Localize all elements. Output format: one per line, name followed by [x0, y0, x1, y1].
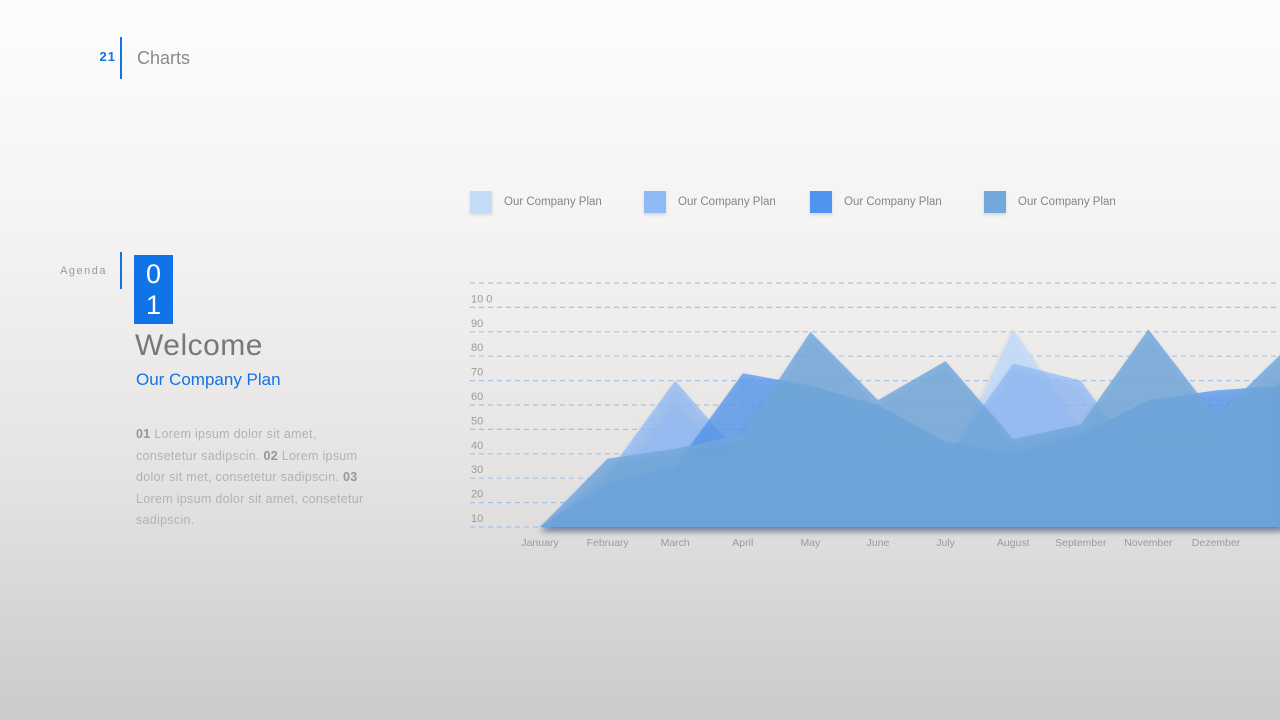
- legend-label: Our Company Plan: [678, 196, 776, 208]
- agenda-body-text: 01 Lorem ipsum dolor sit amet, consetetu…: [136, 424, 376, 532]
- x-axis-labels: January February March April May June July Augu…: [0, 537, 1280, 577]
- header-divider-line: [120, 37, 122, 79]
- body-text-segment: Lorem ipsum dolor sit met, consetetur sa…: [136, 448, 358, 485]
- agenda-label: Agenda: [60, 265, 107, 277]
- body-text-number: 03: [343, 470, 358, 484]
- y-axis-tick: 40: [471, 440, 483, 452]
- x-axis-tick: May: [800, 537, 821, 549]
- body-text-segment: Lorem ipsum dolor sit amet, consetetur s…: [136, 491, 364, 528]
- agenda-number-box: 0 1: [134, 255, 173, 324]
- body-text-number: 01: [136, 427, 155, 441]
- x-axis-tick: July: [936, 537, 955, 549]
- body-text-segment: Lorem ipsum dolor sit amet, consetetur s…: [136, 427, 317, 463]
- agenda-divider-line: [120, 252, 122, 289]
- y-axis-tick: 60: [471, 391, 483, 403]
- section-title: Charts: [137, 48, 191, 68]
- y-axis-tick: 70: [471, 367, 483, 379]
- x-axis-tick: February: [586, 537, 629, 549]
- x-axis-tick: Dezember: [1191, 537, 1241, 549]
- y-axis-tick: 50: [471, 415, 483, 427]
- x-axis-tick: June: [866, 537, 890, 549]
- legend-label: Our Company Plan: [504, 196, 602, 208]
- agenda-subtitle: Our Company Plan: [136, 370, 281, 389]
- x-axis-tick: March: [660, 537, 690, 549]
- agenda-number-digit: 0: [145, 259, 162, 289]
- legend-swatch-icon: [644, 191, 666, 213]
- y-axis-tick: 80: [471, 342, 483, 354]
- y-axis-tick: 10: [471, 513, 483, 525]
- y-axis-tick: 30: [471, 464, 483, 476]
- page-number: 21: [99, 49, 116, 64]
- x-axis-tick: September: [1055, 537, 1107, 549]
- area-chart: 10 0 90 80 70 60 50 40 30 20 10: [470, 270, 1280, 570]
- area-chart-canvas: 10 0 90 80 70 60 50 40 30 20 10: [470, 282, 1280, 528]
- x-axis-tick: November: [1124, 537, 1173, 549]
- y-axis-tick: 90: [471, 318, 483, 330]
- legend-swatch-icon: [810, 191, 832, 213]
- legend-swatch-icon: [470, 191, 492, 213]
- area-series: [540, 329, 1280, 527]
- y-axis-tick: 10 0: [471, 293, 492, 305]
- y-axis-tick: 20: [471, 489, 483, 501]
- legend-label: Our Company Plan: [1018, 196, 1116, 208]
- x-axis-tick: August: [996, 537, 1030, 549]
- body-text-number: 02: [263, 448, 282, 463]
- legend-label: Our Company Plan: [844, 196, 942, 208]
- legend-swatch-icon: [984, 191, 1006, 213]
- x-axis-tick: April: [732, 537, 754, 549]
- agenda-title: Welcome: [135, 329, 263, 362]
- x-axis-tick: January: [521, 537, 559, 549]
- agenda-number-digit: 1: [145, 290, 162, 320]
